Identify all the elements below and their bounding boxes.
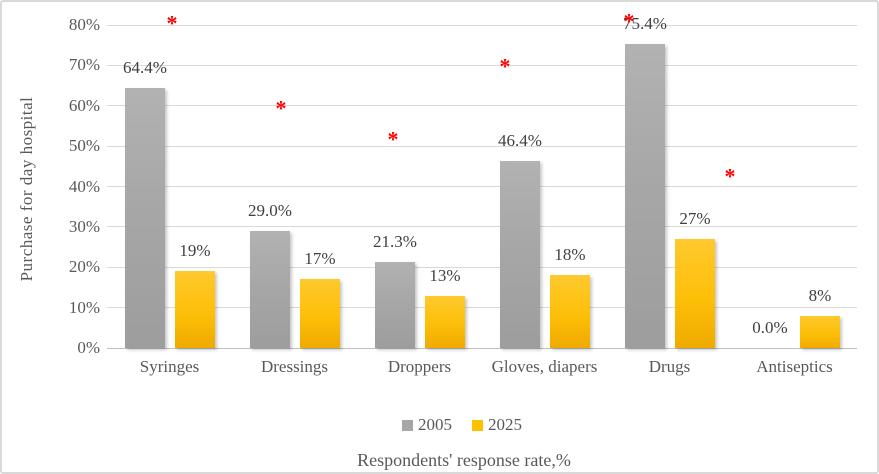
- x-axis-title: Respondents' response rate,%: [357, 450, 571, 470]
- significance-asterisk-Gloves, diapers: *: [499, 53, 511, 79]
- bar-value-label-2005-Antiseptics: 0.0%: [752, 318, 788, 337]
- significance-asterisk-Syringes: *: [166, 10, 178, 36]
- category-label-Drugs: Drugs: [648, 357, 691, 376]
- bar-2025-Gloves, diapers: [550, 275, 590, 348]
- y-tick-label-20%: 20%: [68, 257, 100, 277]
- bar-2025-Droppers: [425, 295, 465, 348]
- plot-area: 64.4% 29.0% 21.3% 46.4% 75.4% 0.0% 19% 17% 13% 18…: [107, 10, 857, 349]
- gridline-0%: [107, 347, 857, 349]
- legend-item-2025: 2025: [472, 416, 522, 434]
- legend-label-2025: 2025: [488, 415, 522, 434]
- y-tick-label-10%: 10%: [68, 297, 100, 317]
- bar-value-label-2025-Dressings: 17%: [304, 249, 336, 269]
- gridline-50%: [107, 145, 857, 147]
- bar-value-label-2005-Dressings: 29.0%: [248, 200, 292, 220]
- y-tick-label-40%: 40%: [68, 176, 100, 196]
- gridline-80%: [107, 24, 857, 26]
- legend-swatch-2025: [472, 419, 483, 431]
- category-label-Gloves, diapers: Gloves, diapers: [491, 357, 598, 376]
- legend-swatch-2005: [402, 419, 413, 431]
- gridline-20%: [107, 266, 857, 268]
- y-tick-label-80%: 80%: [68, 15, 100, 34]
- gridline-60%: [107, 105, 857, 107]
- bar-value-label-2025-Gloves, diapers: 18%: [554, 245, 586, 265]
- legend-label-2005: 2005: [418, 415, 452, 434]
- bar-2025-Syringes: [175, 271, 215, 348]
- category-label-Antiseptics: Antiseptics: [756, 357, 833, 376]
- category-label-Dressings: Dressings: [260, 357, 329, 376]
- bar-value-label-2005-Drugs: 75.4%: [623, 13, 667, 33]
- bar-2025-Antiseptics: [800, 315, 840, 348]
- significance-asterisk-Antiseptics: *: [724, 163, 736, 189]
- y-tick-label-0%: 0%: [77, 338, 100, 357]
- legend-item-2005: 2005: [402, 416, 452, 434]
- bar-2025-Drugs: [675, 239, 715, 348]
- gridline-70%: [107, 64, 857, 66]
- y-tick-label-70%: 70%: [68, 55, 100, 75]
- significance-asterisk-Droppers: *: [387, 126, 399, 152]
- gridline-10%: [107, 307, 857, 309]
- bar-value-label-2025-Antiseptics: 8%: [808, 285, 832, 305]
- bar-value-label-2025-Droppers: 13%: [429, 265, 461, 285]
- bar-value-label-2005-Droppers: 21.3%: [373, 232, 417, 252]
- gridline-30%: [107, 226, 857, 228]
- gridline-40%: [107, 186, 857, 187]
- y-tick-label-50%: 50%: [68, 136, 100, 156]
- bar-2005-Syringes: [125, 88, 165, 348]
- y-tick-label-60%: 60%: [68, 95, 100, 115]
- category-label-Droppers: Droppers: [387, 357, 452, 376]
- bar-2005-Gloves, diapers: [500, 160, 540, 348]
- bar-value-label-2025-Syringes: 19%: [179, 241, 211, 261]
- bar-value-label-2005-Gloves, diapers: 46.4%: [498, 130, 542, 150]
- y-tick-label-30%: 30%: [68, 216, 100, 236]
- significance-asterisk-Dressings: *: [275, 95, 287, 121]
- legend: 2005 2025: [402, 416, 522, 434]
- bar-value-label-2005-Syringes: 64.4%: [123, 58, 167, 77]
- bar-2005-Dressings: [250, 230, 290, 348]
- bar-2005-Drugs: [625, 43, 665, 348]
- bar-2005-Droppers: [375, 262, 415, 348]
- significance-asterisk-Drugs: *: [623, 8, 635, 34]
- y-axis-title: Purchase for day hospital: [17, 96, 36, 282]
- bar-value-label-2025-Drugs: 27%: [679, 209, 711, 228]
- category-label-Syringes: Syringes: [139, 357, 200, 376]
- bar-2025-Dressings: [300, 279, 340, 348]
